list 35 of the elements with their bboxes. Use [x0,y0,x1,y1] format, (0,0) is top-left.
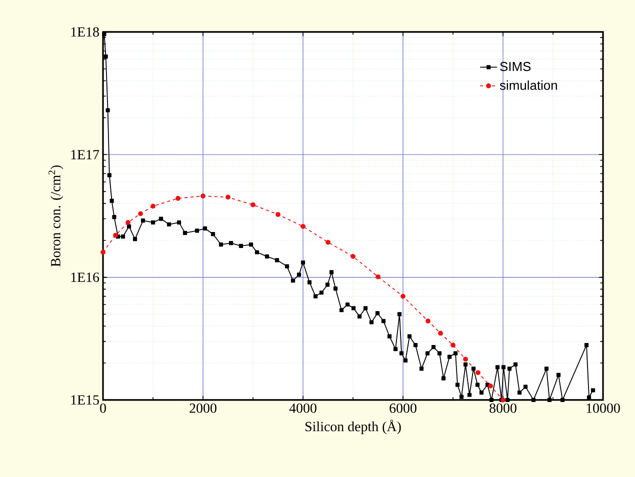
x-tick-label: 2000 [190,403,216,413]
point [176,196,180,201]
point [426,318,430,324]
point [350,254,356,259]
x-axis-title: Silicon depth (Å) [306,420,401,434]
y-axis-title: Boron con. (/cm$^{2}$) [48,165,64,267]
point [376,274,380,280]
point [113,232,118,238]
point [250,202,256,208]
point [200,194,206,198]
point [150,204,156,209]
x-tick-label: 8000 [490,403,516,413]
point [100,250,106,255]
x-tick-label: 4000 [289,403,316,413]
point [463,356,468,362]
point [276,212,280,217]
point [450,342,456,348]
y-tick-label: 1E16 [71,272,100,282]
x-tick-label: 10000 [586,403,620,413]
point [226,194,230,200]
y-tick-label: 1E18 [71,27,99,37]
point [126,220,130,225]
point [438,330,443,336]
legend-label: simulation [500,80,557,90]
point [476,370,480,376]
point [326,240,330,245]
y-tick-label: 1E15 [71,395,99,405]
point [488,384,493,388]
y-tick-label: 1E17 [71,150,100,160]
x-tick-label: 6000 [390,403,416,413]
point [400,294,406,299]
point [138,211,143,216]
point [300,224,306,229]
x-tick-label: 0 [100,403,106,413]
legend-label: SIMS [500,62,531,72]
